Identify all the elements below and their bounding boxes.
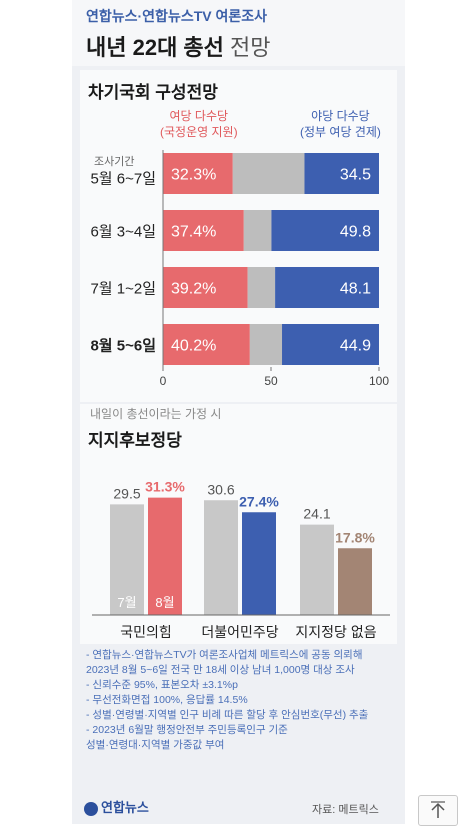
bar-july [110, 504, 144, 615]
note-line: 성별·연령대·지역별 가중값 부여 [86, 739, 225, 751]
bar-ruling [163, 324, 250, 365]
bar-label-opposition: 49.8 [340, 224, 371, 241]
period-header: 조사기간 [94, 156, 135, 168]
bar-ruling [163, 153, 233, 194]
legend-opposition-line2: (정부 여당 견제) [300, 125, 381, 139]
value-label-july: 24.1 [303, 506, 330, 522]
bar-july [300, 524, 334, 615]
bar-opposition [304, 153, 379, 194]
bar-august [338, 548, 372, 615]
survey-notes: - 연합뉴스·연합뉴스TV가 여론조사업체 메트릭스에 공동 의뢰해 2023년… [86, 648, 404, 753]
x-tick-label: 0 [160, 374, 167, 388]
bar-undecided [247, 267, 276, 308]
note-line: - 무선전화면접 100%, 응답률 14.5% [86, 694, 248, 706]
period-label: 6월 3~4일 [90, 224, 156, 241]
seat-outlook-chart: 32.3% 34.5 5월 6~7일 37.4% 49.8 6월 3~4일 39.2% 48.… [90, 150, 389, 388]
section2-title: 지지후보정당 [88, 431, 182, 450]
value-label-august: 17.8% [335, 529, 375, 545]
inside-label-july: 7월 [117, 595, 136, 610]
bar-opposition [275, 267, 379, 308]
party-support-chart: 29.5 31.3% 국민의힘 7월 8월 30.6 27.4% 더불어민주당 24.1 17.8… [92, 479, 390, 640]
period-label: 5월 6~7일 [90, 171, 156, 188]
category-label: 더불어민주당 [201, 624, 278, 640]
publisher-title: 연합뉴스·연합뉴스TV 여론조사 [86, 8, 268, 24]
bar-label-opposition: 44.9 [340, 338, 371, 355]
bar-ruling [163, 210, 244, 251]
note-line: - 2023년 6월말 행정안전부 주민등록인구 기준 [86, 724, 288, 736]
page-title: 내년 22대 총선 전망 [86, 30, 271, 62]
note-line: - 신뢰수준 95%, 표본오차 ±3.1%p [86, 679, 238, 691]
bar-august [242, 512, 276, 615]
bar-label-ruling: 40.2% [171, 338, 216, 355]
legend-opposition: 야당 다수당 (정부 여당 견제) [300, 108, 381, 140]
bar-july [204, 500, 238, 615]
section2-note: 내일이 총선이라는 가정 시 [90, 407, 222, 421]
legend-opposition-line1: 야당 다수당 [311, 109, 370, 123]
bar-opposition [282, 324, 379, 365]
bar-opposition [271, 210, 379, 251]
title-sub: 전망 [230, 35, 271, 60]
logo-text: 연합뉴스 [101, 800, 149, 815]
bar-undecided [232, 153, 305, 194]
period-label: 8월 5~6일 [90, 338, 156, 355]
category-label: 지지정당 없음 [295, 624, 376, 640]
legend-ruling: 여당 다수당 (국정운영 지원) [160, 108, 238, 140]
title-main: 내년 22대 총선 [86, 35, 224, 60]
bar-ruling [163, 267, 248, 308]
bar-label-ruling: 37.4% [171, 224, 216, 241]
arrow-up-icon [431, 801, 445, 818]
value-label-august: 31.3% [145, 479, 185, 495]
period-label: 7월 1~2일 [90, 281, 156, 298]
x-tick-label: 100 [369, 374, 389, 388]
inside-label-august: 8월 [155, 595, 174, 610]
value-label-august: 27.4% [239, 493, 279, 509]
bar-label-ruling: 39.2% [171, 281, 216, 298]
note-line: - 성별·연령별·지역별 인구 비례 따른 할당 후 안심번호(무선) 추출 [86, 709, 369, 721]
bar-label-opposition: 34.5 [340, 167, 371, 184]
logo-mark-icon [84, 801, 98, 816]
scroll-to-top-button[interactable] [418, 795, 458, 826]
x-tick-label: 50 [264, 374, 278, 388]
bar-undecided [243, 210, 272, 251]
legend-ruling-line2: (국정운영 지원) [160, 125, 238, 139]
value-label-july: 29.5 [113, 485, 140, 501]
note-line: 2023년 8월 5~6일 전국 만 18세 이상 남녀 1,000명 대상 조… [86, 664, 355, 676]
bar-label-ruling: 32.3% [171, 167, 216, 184]
yonhap-logo: 연합뉴스 [84, 797, 149, 816]
section1-title: 차기국회 구성전망 [88, 83, 218, 102]
bar-august [148, 497, 182, 615]
legend-ruling-line1: 여당 다수당 [169, 109, 229, 123]
category-label: 국민의힘 [120, 624, 172, 640]
header: 연합뉴스·연합뉴스TV 여론조사 내년 22대 총선 전망 [72, 0, 405, 66]
value-label-july: 30.6 [207, 481, 234, 497]
bar-undecided [249, 324, 283, 365]
note-line: - 연합뉴스·연합뉴스TV가 여론조사업체 메트릭스에 공동 의뢰해 [86, 649, 363, 661]
bar-label-opposition: 48.1 [340, 281, 371, 298]
source-label: 자료: 메트릭스 [312, 804, 379, 816]
infographic-card: 연합뉴스·연합뉴스TV 여론조사 내년 22대 총선 전망 차기국회 구성전망 … [72, 0, 405, 824]
